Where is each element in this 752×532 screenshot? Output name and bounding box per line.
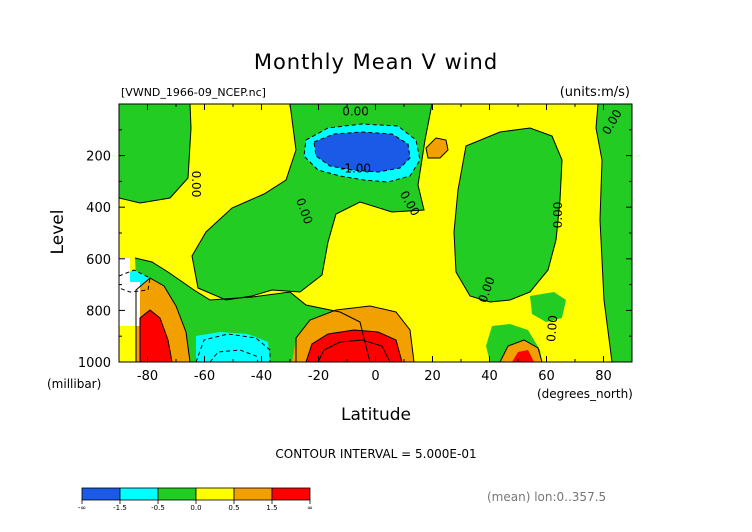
contour-label: 0.00: [551, 202, 565, 229]
x-tick-label: -20: [308, 369, 329, 384]
contour-line: [295, 305, 415, 362]
y-tick-label: 800: [86, 304, 111, 319]
contour-line: [317, 339, 391, 362]
missing-data-area-2: [119, 258, 127, 276]
field-red-sh-polar: [140, 310, 172, 362]
y-tick-label: 400: [86, 201, 111, 216]
colorbar: -∞ -1.5 -0.5 0.0 0.5 1.5 ∞: [78, 487, 313, 512]
contour-zero-line: [453, 127, 563, 303]
contour-negative-line: [313, 131, 411, 173]
contour-interval-text: CONTOUR INTERVAL = 5.000E-01: [275, 447, 476, 461]
x-tick-label: 0: [371, 369, 379, 384]
colorbar-label: ∞: [307, 504, 313, 512]
field-red-tropics-surface: [306, 330, 402, 362]
footer-note: (mean) lon:0..357.5: [487, 490, 606, 504]
x-axis-label: Latitude: [341, 405, 411, 425]
field-blue-core: [314, 132, 410, 172]
colorbar-bin: [81, 487, 121, 501]
y-axis-unit: (millibar): [47, 377, 101, 391]
colorbar-bin: [233, 487, 273, 501]
x-tick-label: -60: [194, 369, 215, 384]
contour-zero-line: [134, 257, 371, 362]
colorbar-label: -∞: [78, 504, 86, 512]
x-tick-label: 60: [538, 369, 555, 384]
contour-label: -1.00: [340, 162, 371, 176]
contour-label: 0.00: [342, 105, 369, 119]
colorbar-bin: [157, 487, 197, 501]
plot-area: 0.00-1.000.000.00 0.000.000.000.000.00: [119, 104, 632, 362]
field-green-nh-mid: [454, 128, 562, 302]
field-cyan-sh-surface: [196, 332, 270, 362]
x-tick-label: -40: [251, 369, 272, 384]
contour-zero-line: [191, 104, 433, 301]
y-tick-label: 1000: [78, 356, 111, 371]
chart-title: Monthly Mean V wind: [254, 50, 498, 74]
contour-label: 0.00: [189, 171, 203, 198]
contour-negative-line: [303, 123, 421, 183]
y-axis-label: Level: [48, 210, 68, 255]
contour-line: [135, 277, 191, 362]
field-green-nh-lower: [530, 292, 566, 322]
contour-line: [305, 329, 403, 362]
contour-negative-line: [119, 269, 151, 293]
field-green-sh-polar: [119, 104, 191, 203]
field-green-nh-polar: [596, 104, 632, 362]
contour-label: 0.00: [544, 315, 560, 343]
contour-line: [139, 309, 173, 362]
colorbar-bin: [271, 487, 311, 501]
contour-line: [499, 339, 543, 362]
x-tick-label: 80: [595, 369, 612, 384]
file-label: [VWND_1966-09_NCEP.nc]: [121, 86, 266, 99]
x-axis-unit: (degrees_north): [537, 387, 633, 401]
x-tick-label: -80: [137, 369, 158, 384]
y-tick-label: 200: [86, 150, 111, 165]
x-axis: -80 -60 -40 -20 0 20 40 60 80: [118, 104, 633, 384]
contour-zero-line: [119, 104, 192, 204]
colorbar-label: -0.5: [151, 504, 165, 512]
contour-line: [425, 137, 449, 159]
x-tick-label: 40: [481, 369, 498, 384]
y-axis: 200 400 600 800 1000: [78, 129, 632, 371]
units-label: (units:m/s): [560, 85, 630, 100]
contour-zero-line: [595, 104, 613, 362]
colorbar-label: -1.5: [113, 504, 127, 512]
colorbar-bin: [195, 487, 235, 501]
colorbar-label: 1.5: [266, 504, 277, 512]
y-tick-label: 600: [86, 253, 111, 268]
contour-lines: [119, 104, 613, 362]
x-tick-label: 20: [424, 369, 441, 384]
colorbar-bin: [119, 487, 159, 501]
contour-negative-line: [209, 349, 259, 362]
colorbar-label: 0.0: [190, 504, 201, 512]
colorbar-label: 0.5: [228, 504, 239, 512]
